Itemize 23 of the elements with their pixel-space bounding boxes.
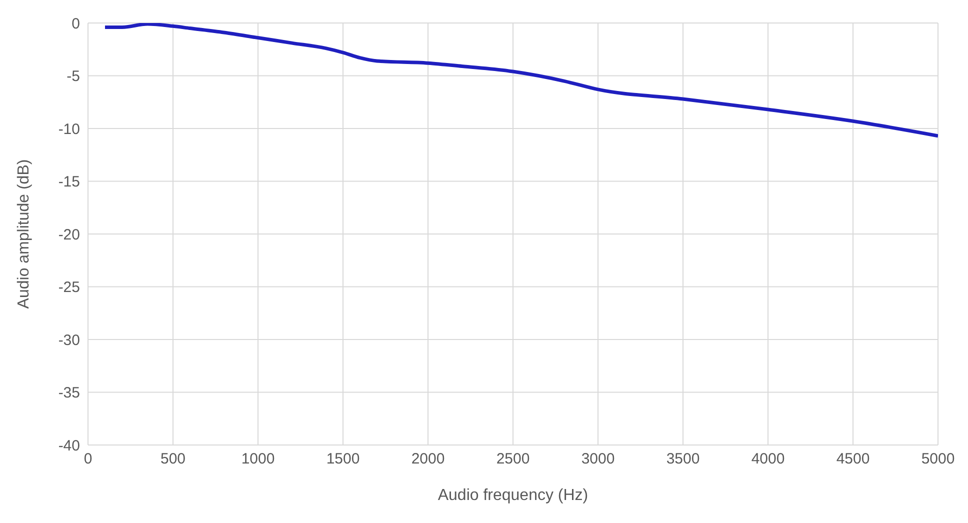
x-tick-label: 4000 bbox=[751, 450, 785, 468]
y-tick-label: -25 bbox=[58, 279, 80, 296]
y-tick-label: -5 bbox=[66, 68, 80, 86]
x-tick-label: 3000 bbox=[581, 450, 615, 468]
y-axis-title: Audio amplitude (dB) bbox=[16, 159, 33, 309]
line-series bbox=[103, 23, 938, 138]
y-tick-label: -30 bbox=[58, 332, 80, 349]
x-tick-label: 4500 bbox=[836, 450, 870, 468]
x-tick-label: 0 bbox=[84, 450, 92, 468]
y-tick-label: -10 bbox=[58, 120, 80, 138]
y-tick-label: -40 bbox=[58, 437, 80, 454]
x-tick-label: 2500 bbox=[496, 450, 530, 468]
x-tick-label: 1000 bbox=[241, 450, 275, 468]
y-tick-label: 0 bbox=[72, 15, 80, 32]
y-tick-label: -35 bbox=[58, 384, 80, 402]
x-axis-title: Audio frequency (Hz) bbox=[438, 487, 588, 504]
y-tick-label: -20 bbox=[58, 226, 80, 244]
x-tick-label: 2000 bbox=[411, 450, 445, 468]
y-tick-label: -15 bbox=[58, 174, 80, 191]
x-tick-label: 5000 bbox=[921, 450, 955, 468]
x-tick-label: 1500 bbox=[326, 450, 360, 468]
x-tick-label: 500 bbox=[160, 450, 186, 468]
x-tick-label: 3500 bbox=[666, 450, 700, 468]
